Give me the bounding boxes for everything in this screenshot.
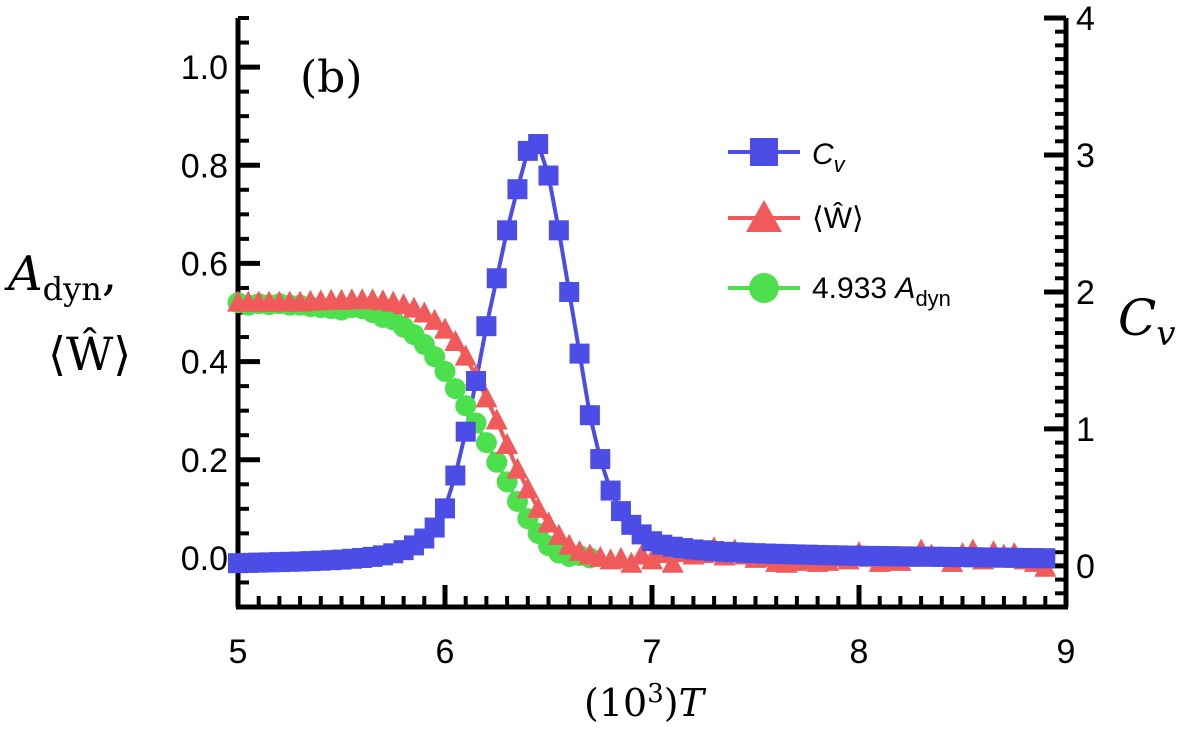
y-right-tick-label: 1 <box>1076 411 1095 449</box>
legend-marker-w <box>746 200 782 232</box>
w-point <box>475 386 498 408</box>
w-point <box>641 548 663 570</box>
legend: Cv ⟨Ŵ⟩ 4.933 Adyn <box>728 138 951 311</box>
cv-point <box>569 343 590 364</box>
legend-label-w: ⟨Ŵ⟩ <box>812 202 864 235</box>
y-left-label-sub: dyn <box>43 270 102 308</box>
x-tick-label: 8 <box>850 633 869 671</box>
cv-point <box>455 421 476 442</box>
panel-label: (b) <box>300 52 363 103</box>
y-left-tick-label: 0.6 <box>181 245 228 283</box>
cv-point <box>528 134 549 155</box>
w-point <box>537 511 560 533</box>
w-point <box>434 317 456 339</box>
cv-point <box>538 165 559 186</box>
w-point <box>547 523 570 545</box>
y-left-tick-label: 0.8 <box>181 147 228 185</box>
svg-text:Cv: Cv <box>812 138 847 177</box>
w-point <box>516 477 539 499</box>
legend-item-cv: Cv <box>728 138 847 177</box>
cv-point <box>435 498 455 519</box>
y-right-label: Cv <box>1118 289 1175 354</box>
y-left-tick-label: 0.2 <box>181 442 228 480</box>
x-tick-label: 5 <box>229 633 248 671</box>
x-tick-label: 6 <box>436 633 455 671</box>
y-right-label-main: C <box>1118 289 1156 347</box>
legend-item-adyn: 4.933 Adyn <box>728 272 951 311</box>
cv-point <box>548 220 569 241</box>
cv-point <box>600 480 621 501</box>
legend-marker-adyn <box>749 273 779 303</box>
cv-point <box>476 316 497 337</box>
x-tick-label: 7 <box>643 633 662 671</box>
w-point <box>454 344 477 366</box>
w-point <box>506 457 529 479</box>
cv-point <box>1035 548 1056 569</box>
x-axis-label-var: T <box>679 681 707 725</box>
y-left-tick-label: 1.0 <box>181 49 228 87</box>
legend-label-cv-main: C <box>812 138 834 171</box>
y-right-tick-label: 2 <box>1076 274 1095 312</box>
tick-labels: 5 6 7 8 9 0.0 0.2 0.4 0.6 0.8 1.0 0 1 2 3 4 <box>181 0 1095 671</box>
cv-point <box>507 179 528 200</box>
w-point <box>496 433 519 455</box>
legend-label-adyn-sub: dyn <box>915 286 950 311</box>
x-axis-label-exp: 3 <box>647 679 664 709</box>
x-axis-label: (103)T <box>584 679 707 725</box>
w-point <box>485 408 508 430</box>
y-right-tick-label: 3 <box>1076 137 1095 175</box>
y-right-tick-label: 4 <box>1076 0 1095 38</box>
cv-point <box>466 370 487 391</box>
cv-point <box>445 465 466 486</box>
y-left-label-main: A <box>4 246 43 302</box>
legend-label-adyn-prefix: 4.933 <box>812 272 895 305</box>
series-markers <box>227 134 1057 577</box>
x-axis-label-prefix: (10 <box>584 681 647 725</box>
y-left-label-line2: ⟨Ŵ⟩ <box>48 326 131 381</box>
w-point <box>620 551 643 573</box>
svg-text:4.933 Adyn: 4.933 Adyn <box>812 272 951 311</box>
adyn-point <box>434 360 456 382</box>
cv-point <box>590 449 611 470</box>
legend-item-w: ⟨Ŵ⟩ <box>728 200 864 235</box>
w-point <box>444 329 467 351</box>
y-left-label-comma: , <box>102 246 117 302</box>
cv-point <box>486 268 507 289</box>
y-left-label: Adyn, ⟨Ŵ⟩ <box>4 246 131 381</box>
cv-point <box>497 220 518 241</box>
w-point <box>423 308 446 330</box>
legend-marker-cv <box>750 138 778 166</box>
x-tick-label: 9 <box>1057 633 1076 671</box>
x-axis-label-close: ) <box>664 681 679 725</box>
adyn-point <box>444 378 466 400</box>
adyn-point <box>475 432 497 454</box>
cv-point <box>424 517 445 538</box>
w-point <box>527 496 550 518</box>
y-left-tick-label: 0.0 <box>181 540 228 578</box>
legend-label-adyn-main: A <box>893 272 915 305</box>
cv-point <box>559 281 580 302</box>
adyn-point <box>424 346 446 368</box>
cv-point <box>579 405 600 426</box>
y-left-tick-label: 0.4 <box>181 344 228 382</box>
legend-label-cv-sub: v <box>834 152 847 177</box>
y-right-tick-label: 0 <box>1076 548 1095 586</box>
y-right-label-sub: v <box>1156 314 1175 354</box>
w-point <box>661 551 684 573</box>
svg-text:Adyn,: Adyn, <box>4 246 117 308</box>
adyn-point <box>455 395 477 417</box>
w-point <box>413 301 436 323</box>
adyn-point <box>486 451 508 473</box>
